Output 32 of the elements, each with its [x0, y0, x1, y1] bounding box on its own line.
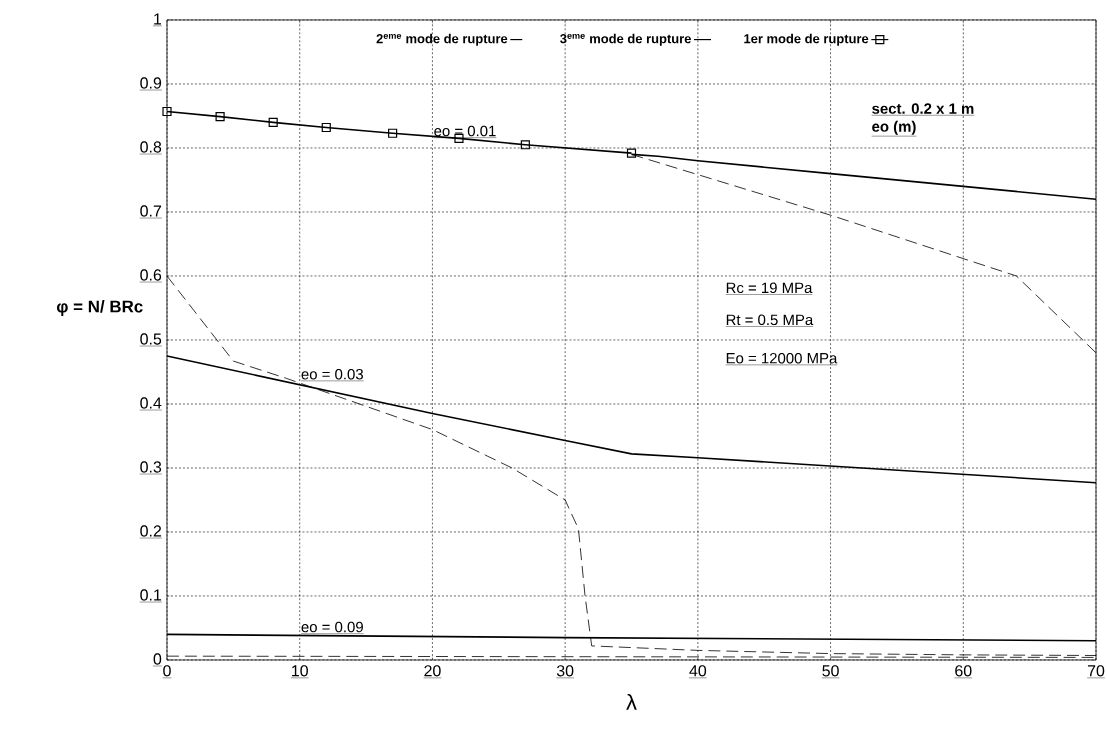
x-tick-label: 50 — [822, 665, 839, 677]
x-tick-label: 30 — [556, 665, 574, 677]
annotation: eo = 0.09 — [301, 621, 363, 633]
annotation: eo (m) — [872, 120, 916, 135]
y-axis-title: φ = N/ BRc — [56, 300, 143, 316]
y-tick-label: 1 — [154, 13, 162, 25]
x-tick-label: 60 — [955, 665, 972, 677]
y-tick-label: 0.3 — [140, 461, 162, 473]
x-tick-label: 40 — [689, 665, 707, 677]
x-tick-label: 10 — [292, 665, 308, 677]
x-tick-label: 20 — [424, 665, 441, 677]
annotation: sect. 0.2 x 1 m — [872, 103, 974, 114]
x-tick-label: 70 — [1087, 665, 1105, 677]
y-tick-label: 0.2 — [140, 525, 162, 537]
legend-label: 3$^{eme}$ mode de rupture — [560, 33, 691, 46]
y-tick-label: 0.5 — [140, 333, 162, 345]
y-tick-label: 0.7 — [140, 205, 162, 217]
x-axis-title: λ — [626, 693, 637, 710]
y-tick-label: 0.9 — [140, 77, 162, 89]
y-tick-label: 0 — [153, 653, 162, 665]
annotation: Rt = 0.5 MPa — [726, 314, 814, 326]
y-tick-label: 0.8 — [140, 141, 162, 153]
legend-label: 1er mode de rupture — [744, 33, 869, 46]
y-tick-label: 0.4 — [140, 397, 162, 409]
annotation: eo = 0.03 — [301, 368, 363, 380]
y-tick-label: 0.6 — [140, 269, 162, 281]
annotation: Rc = 19 MPa — [726, 282, 813, 294]
legend-label: 2$^{eme}$ mode de rupture — [376, 33, 508, 46]
annotation: eo = 0.01 — [434, 125, 496, 137]
x-tick-label: 0 — [163, 665, 171, 677]
y-tick-label: 0.1 — [140, 589, 162, 601]
annotation: Eo = 12000 MPa — [726, 352, 838, 364]
